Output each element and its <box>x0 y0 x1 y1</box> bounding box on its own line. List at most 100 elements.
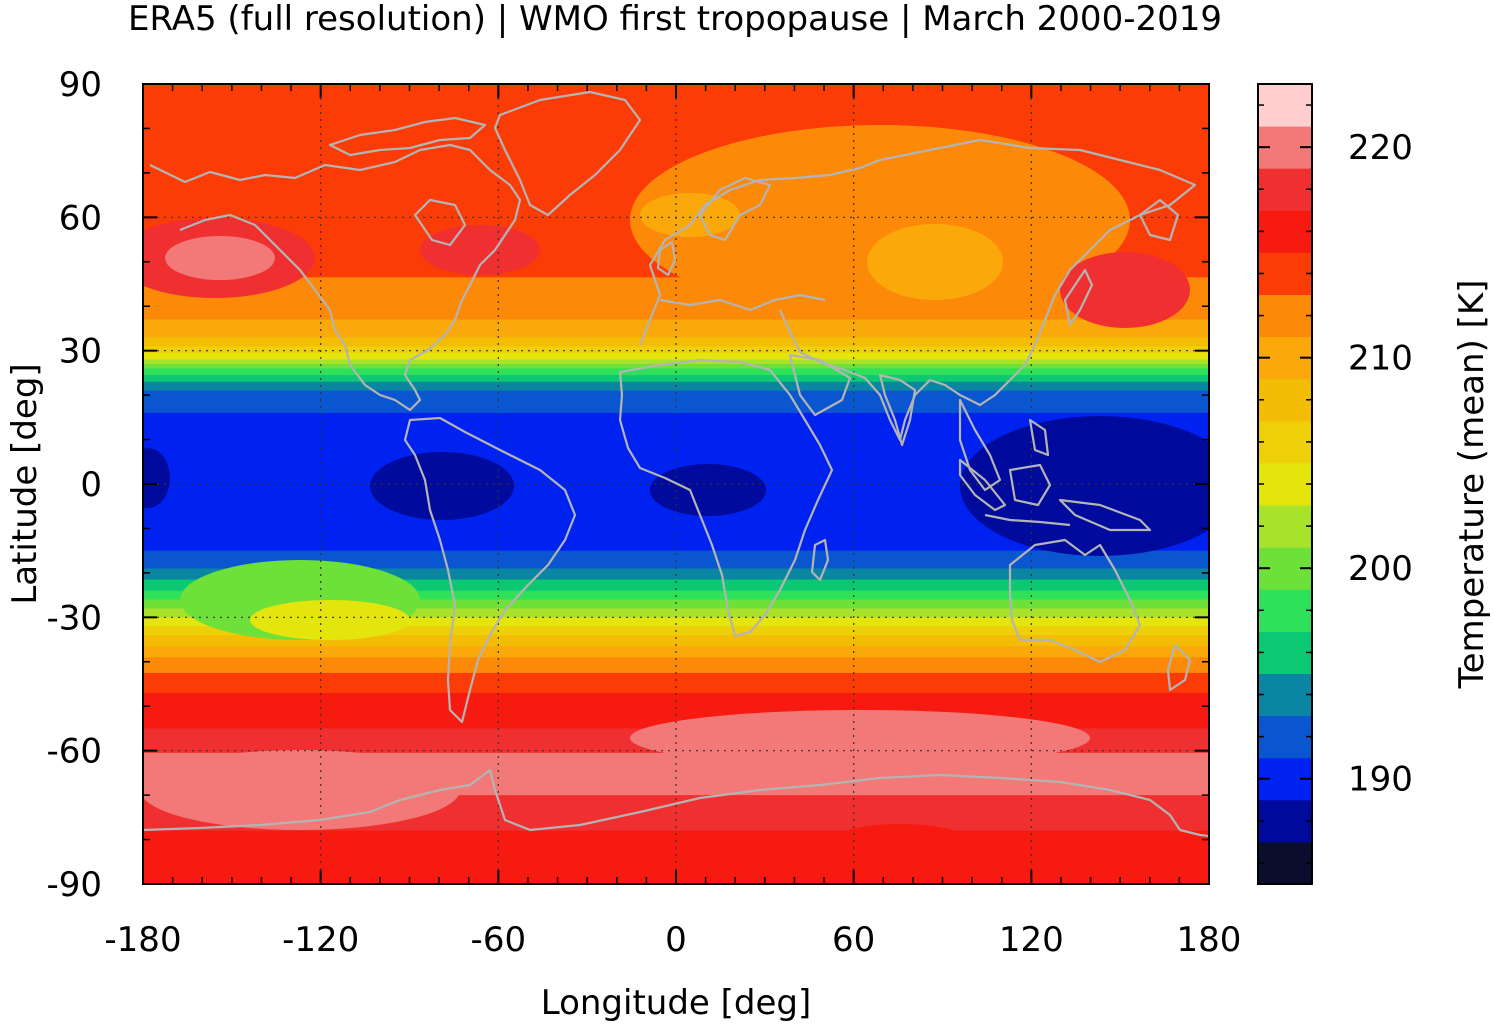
lat-band <box>143 124 1209 127</box>
lat-band <box>143 375 1209 378</box>
lat-band <box>143 512 1209 516</box>
lat-band <box>143 150 1209 154</box>
lat-band <box>143 324 1209 327</box>
coastline-new-zealand <box>1166 643 1192 692</box>
lat-band <box>143 597 1209 601</box>
lat-band <box>143 519 1209 523</box>
lat-band <box>143 317 1209 321</box>
lat-band <box>143 704 1209 707</box>
lat-band <box>143 579 1209 583</box>
lat-band <box>143 392 1209 396</box>
lat-band <box>143 808 1209 812</box>
lat-band <box>143 695 1209 698</box>
chart-title: ERA5 (full resolution) | WMO first tropo… <box>128 0 1222 39</box>
lat-band <box>143 141 1209 145</box>
lat-band <box>143 639 1209 643</box>
lat-band <box>143 861 1209 865</box>
lat-band <box>143 439 1209 443</box>
lat-band <box>143 764 1209 767</box>
colorbar <box>1258 84 1312 885</box>
lat-band <box>143 157 1209 161</box>
lat-band <box>143 672 1209 676</box>
lat-band <box>143 772 1209 776</box>
lat-band <box>143 548 1209 552</box>
coastline-sumatra <box>958 458 1007 512</box>
y-tick-label: 30 <box>59 332 102 372</box>
lat-band <box>143 837 1209 841</box>
lat-band <box>143 112 1209 116</box>
lat-band <box>143 719 1209 723</box>
lat-band <box>143 421 1209 425</box>
lat-band <box>143 646 1209 650</box>
colorbar-tick-label: 200 <box>1348 549 1413 589</box>
lat-band <box>143 599 1209 603</box>
lat-band <box>143 424 1209 427</box>
lat-band <box>143 464 1209 467</box>
lat-band <box>143 786 1209 790</box>
lat-band <box>143 148 1209 152</box>
lat-band <box>143 388 1209 392</box>
lat-band <box>143 544 1209 547</box>
lat-band <box>143 817 1209 821</box>
lat-band <box>143 635 1209 638</box>
lat-band <box>143 677 1209 681</box>
lat-band <box>143 401 1209 405</box>
lat-band <box>143 541 1209 545</box>
lat-band <box>143 568 1209 572</box>
lat-band <box>143 457 1209 461</box>
lat-band <box>143 628 1209 632</box>
coastline-india <box>878 373 917 447</box>
lat-band <box>143 812 1209 816</box>
lat-band <box>143 830 1209 834</box>
lat-band <box>143 346 1209 350</box>
coastline-southeast-asia <box>958 398 1002 492</box>
lat-band <box>143 337 1209 341</box>
lat-band <box>143 444 1209 447</box>
lat-band <box>143 668 1209 672</box>
colorbar-tick-label: 210 <box>1348 339 1413 379</box>
coastline-borneo <box>1008 463 1052 507</box>
lat-band <box>143 288 1209 292</box>
lat-band <box>143 590 1209 594</box>
lat-band <box>143 617 1209 621</box>
anomaly-atlantic-cold <box>640 193 740 237</box>
lat-band <box>143 295 1209 298</box>
lat-band <box>143 379 1209 383</box>
lat-band <box>143 659 1209 663</box>
lat-band <box>143 452 1209 456</box>
coastline-japan <box>1063 268 1094 327</box>
lat-band <box>143 857 1209 861</box>
y-tick-label: -60 <box>46 732 102 772</box>
lat-band <box>143 410 1209 414</box>
lat-band <box>143 557 1209 561</box>
coastline-new-guinea <box>1058 498 1152 532</box>
coastline-indonesia-chain <box>984 513 1071 527</box>
lat-band <box>143 828 1209 832</box>
lat-band <box>143 339 1209 343</box>
coastline-africa <box>618 358 834 638</box>
lat-band <box>143 584 1209 587</box>
lat-band <box>143 515 1209 518</box>
coastline-uk <box>656 240 677 277</box>
colorbar-swatch <box>1258 462 1312 506</box>
coastline-south-america <box>403 416 577 724</box>
lat-band <box>143 281 1209 285</box>
x-axis: -180 -120 -60 0 60 120 180 <box>104 84 1241 960</box>
coastline-australia <box>1008 538 1142 664</box>
lat-band <box>143 128 1209 132</box>
lat-band <box>143 626 1209 630</box>
lat-band <box>143 459 1209 463</box>
lat-band <box>143 564 1209 567</box>
colorbar-swatch <box>1258 715 1312 759</box>
lat-band <box>143 535 1209 538</box>
lat-band <box>143 395 1209 398</box>
lat-band <box>143 99 1209 103</box>
lat-band <box>143 441 1209 445</box>
coastline-scandinavia <box>698 176 772 242</box>
y-axis-title: Latitude [deg] <box>5 363 45 604</box>
y-tick-label: 90 <box>59 65 102 105</box>
lat-band <box>143 604 1209 607</box>
lat-band <box>143 717 1209 721</box>
lat-band <box>143 299 1209 303</box>
lat-band <box>143 437 1209 441</box>
